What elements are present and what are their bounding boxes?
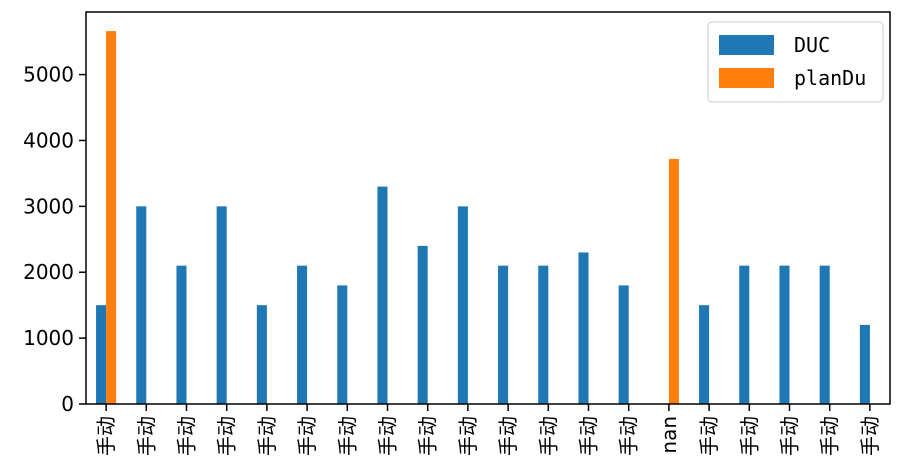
x-tick-label-3: 手动: [215, 416, 239, 456]
x-tick-label-12: 手动: [577, 416, 601, 456]
x-tick-label-7: 手动: [376, 416, 400, 456]
y-tick-label-3: 3000: [23, 194, 74, 218]
x-axis: 手动 手动 手动 手动 手动 手动 手动 手动 手动 手动 手动 手动 手动 手动 nan 手动 手动 手动 手动手…: [94, 404, 882, 456]
y-tick-label-5: 5000: [23, 63, 74, 87]
legend-swatch-planDu: [719, 68, 774, 88]
legend-swatch-DUC: [719, 35, 774, 55]
bar-DUC-4: [256, 305, 267, 404]
bar-DUC-10: [498, 265, 509, 404]
x-tick-label-6: 手动: [335, 416, 359, 456]
bar-planDu-0: [106, 31, 117, 404]
bar-DUC-11: [538, 265, 549, 404]
bar-DUC-16: [739, 265, 750, 404]
x-tick-label-4: 手动: [255, 416, 279, 456]
x-tick-label-15: 手动: [697, 416, 721, 456]
legend-label-planDu: planDu: [794, 66, 866, 90]
x-tick-label-2: 手动: [175, 416, 199, 456]
legend-label-DUC: DUC: [794, 33, 830, 57]
x-tick-label-11: 手动: [536, 416, 560, 456]
legend: DUC planDu: [707, 21, 884, 103]
x-tick-label-14: nan: [657, 416, 681, 454]
x-tick-label-13: 手动: [617, 416, 641, 456]
y-tick-label-1: 1000: [23, 326, 74, 350]
x-tick-label-18: 手动: [818, 416, 842, 456]
bar-planDu-14: [668, 158, 679, 404]
y-tick-label-4: 4000: [23, 128, 74, 152]
x-tick-label-0: 手动: [94, 416, 118, 456]
x-tick-label-1: 手动: [134, 416, 158, 456]
plot-frame: [85, 11, 891, 405]
x-tick-label-8: 手动: [416, 416, 440, 456]
x-tick-label-9: 手动: [456, 416, 480, 456]
x-tick-label-19: 手动: [858, 416, 882, 456]
bar-DUC-7: [377, 186, 388, 404]
bar-DUC-9: [457, 206, 468, 404]
bar-DUC-17: [779, 265, 790, 404]
x-tick-label-10: 手动: [496, 416, 520, 456]
bar-DUC-1: [136, 206, 147, 404]
bar-DUC-12: [578, 252, 589, 404]
bar-DUC-0: [96, 305, 107, 404]
x-tick-label-5: 手动: [295, 416, 319, 456]
bar-DUC-2: [176, 265, 187, 404]
bar-DUC-6: [337, 285, 348, 404]
bar-DUC-5: [297, 265, 308, 404]
bar-DUC-13: [618, 285, 629, 404]
x-tick-label-16: 手动: [737, 416, 761, 456]
bar-DUC-15: [699, 305, 710, 404]
bar-DUC-19: [859, 324, 870, 404]
x-tick-label-17: 手动: [778, 416, 802, 456]
y-axis: 0 1000 2000 3000 4000 5000: [23, 63, 86, 416]
bars-group: [96, 31, 870, 404]
bar-DUC-3: [216, 206, 227, 404]
y-tick-label-2: 2000: [23, 260, 74, 284]
bar-DUC-8: [417, 245, 428, 404]
y-tick-label-0: 0: [61, 392, 74, 416]
bar-DUC-18: [819, 265, 830, 404]
